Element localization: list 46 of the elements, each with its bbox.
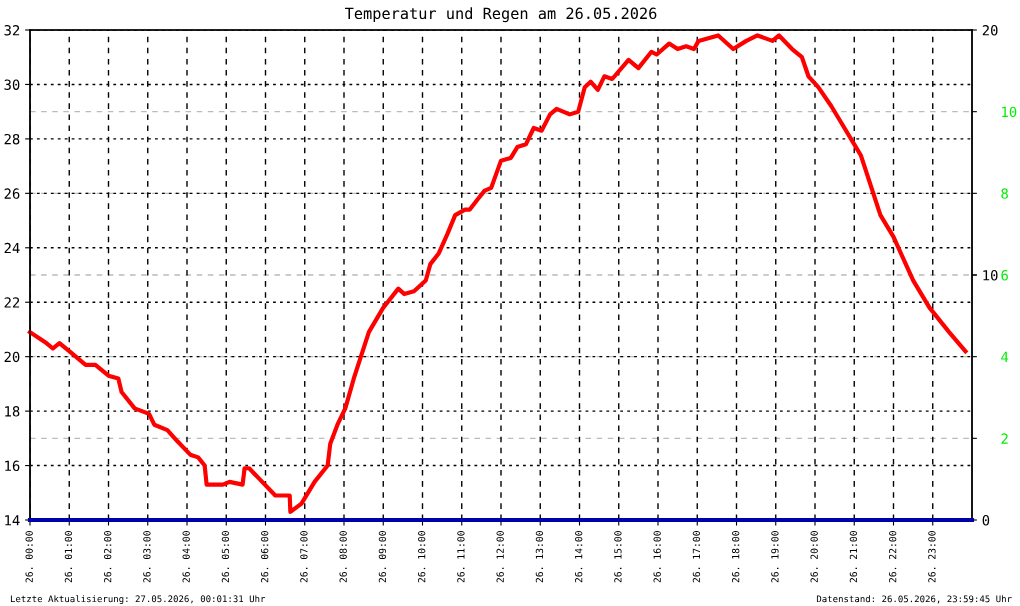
chart-title: Temperatur und Regen am 26.05.2026	[344, 7, 657, 23]
x-tick-label: 26. 13:00	[535, 531, 544, 583]
y-tick-label: 18	[5, 406, 20, 417]
x-tick-label: 26. 16:00	[653, 531, 661, 583]
x-tick-label: 26. 22:00	[888, 531, 897, 583]
x-tick-label: 26. 00:00	[25, 531, 33, 583]
y3-tick-label: 10	[1002, 106, 1017, 118]
y2-tick-label: 0	[982, 515, 990, 526]
y2-tick-label: 20	[982, 25, 998, 36]
x-tick-label: 26. 09:00	[378, 531, 387, 583]
x-tick-label: 26. 20:00	[810, 531, 818, 583]
y3-tick-label: 6	[1001, 270, 1008, 281]
x-tick-label: 26. 15:00	[614, 531, 622, 583]
y-tick-label: 14	[5, 515, 20, 526]
y-tick-label: 16	[5, 460, 20, 472]
y-tick-label: 28	[4, 133, 20, 145]
x-tick-label: 26. 05:00	[221, 531, 230, 583]
y-tick-label: 32	[4, 25, 20, 36]
y3-tick-label: 2	[1001, 433, 1008, 444]
x-tick-label: 26. 01:00	[64, 531, 73, 583]
x-tick-label: 26. 03:00	[143, 531, 151, 583]
x-tick-label: 26. 08:00	[339, 531, 347, 583]
x-tick-label: 26. 21:00	[849, 531, 858, 583]
x-tick-label: 26. 17:00	[692, 531, 701, 583]
x-tick-label: 26. 12:00	[496, 531, 504, 583]
text: Letzte Aktualisierung: 27.05.2026, 00:01:31 Uhr	[10, 595, 266, 604]
text: Datenstand: 26.05.2026, 23:59:45 Uhr	[816, 595, 1012, 604]
x-tick-label: 26. 19:00	[771, 531, 779, 583]
y-tick-label: 22	[4, 297, 20, 308]
x-tick-label: 26. 07:00	[300, 531, 308, 583]
x-tick-label: 26. 10:00	[417, 531, 426, 583]
line-series	[27, 33, 968, 514]
y-tick-label: 30	[4, 79, 20, 90]
x-tick-label: 26. 06:00	[260, 531, 269, 583]
x-tick-label: 26. 23:00	[928, 531, 936, 583]
y-tick-label: 24	[4, 242, 20, 254]
y2-tick-label: 10	[983, 270, 998, 281]
x-tick-label: 26. 04:00	[182, 531, 190, 583]
y-tick-label: 26	[4, 188, 20, 199]
x-tick-label: 26. 11:00	[457, 531, 465, 583]
x-tick-label: 26. 18:00	[731, 531, 740, 583]
y3-tick-label: 8	[1001, 188, 1008, 199]
x-tick-label: 26. 02:00	[103, 531, 112, 583]
y3-tick-label: 4	[1001, 351, 1009, 362]
y-tick-label: 20	[4, 351, 20, 363]
x-tick-label: 26. 14:00	[574, 531, 583, 583]
